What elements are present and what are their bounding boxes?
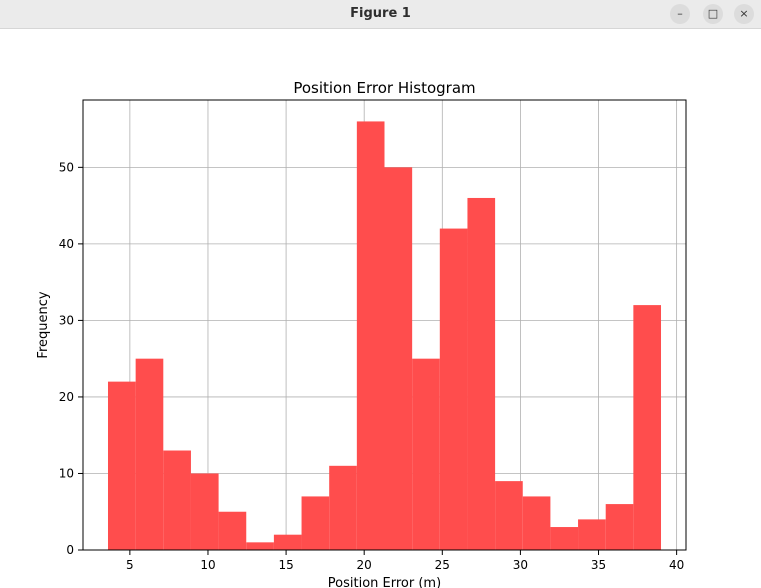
- close-button[interactable]: ×: [734, 4, 754, 24]
- histogram-bar: [356, 121, 385, 550]
- histogram-bar: [163, 450, 191, 550]
- y-tick-label: 10: [59, 466, 74, 480]
- histogram-bar: [135, 358, 164, 550]
- histogram-bar: [107, 381, 136, 550]
- y-tick-label: 30: [59, 313, 74, 327]
- histogram-bar: [246, 542, 274, 550]
- y-tick-label: 20: [59, 390, 74, 404]
- maximize-button[interactable]: □: [703, 4, 723, 24]
- histogram-bar: [439, 228, 468, 551]
- axes-frame: [82, 99, 687, 551]
- x-tick-label: 25: [435, 558, 450, 572]
- x-tick-label: 30: [513, 558, 528, 572]
- x-tick-label: 35: [591, 558, 606, 572]
- histogram-bar: [495, 481, 523, 550]
- histogram-bar: [550, 527, 579, 550]
- histogram-bar: [218, 511, 247, 550]
- x-axis-label: Position Error (m): [328, 576, 441, 588]
- x-tick-label: 5: [126, 558, 134, 572]
- histogram-bars: [107, 121, 662, 551]
- x-tick-label: 10: [200, 558, 215, 572]
- x-tick-label: 40: [669, 558, 684, 572]
- histogram-bar: [329, 465, 357, 550]
- histogram-bar: [273, 534, 302, 550]
- histogram-bar: [384, 167, 413, 551]
- minimize-button[interactable]: –: [670, 4, 690, 24]
- window-titlebar: Figure 1 – □ ×: [0, 0, 761, 29]
- y-axis-label: Frequency: [36, 291, 51, 358]
- histogram-bar: [467, 197, 496, 551]
- x-tick-label: 20: [357, 558, 372, 572]
- histogram-chart: 5 10 15 20 25 30 35 40 0 10 20 30 40 50 Position Erro…: [36, 79, 687, 588]
- histogram-bar: [190, 473, 219, 550]
- y-tick-label: 0: [66, 543, 74, 557]
- histogram-bar: [605, 504, 634, 550]
- histogram-bar: [633, 305, 662, 550]
- axis-ticks: 5 10 15 20 25 30 35 40 0 10 20 30 40 50: [59, 160, 685, 572]
- x-tick-label: 15: [278, 558, 293, 572]
- y-tick-label: 50: [59, 160, 74, 174]
- histogram-bar: [412, 358, 440, 550]
- chart-title: Position Error Histogram: [293, 79, 475, 97]
- histogram-bar: [301, 496, 330, 550]
- histogram-bar: [578, 519, 606, 550]
- histogram-bar: [522, 496, 551, 550]
- y-tick-label: 40: [59, 237, 74, 251]
- window-title: Figure 1: [350, 6, 411, 21]
